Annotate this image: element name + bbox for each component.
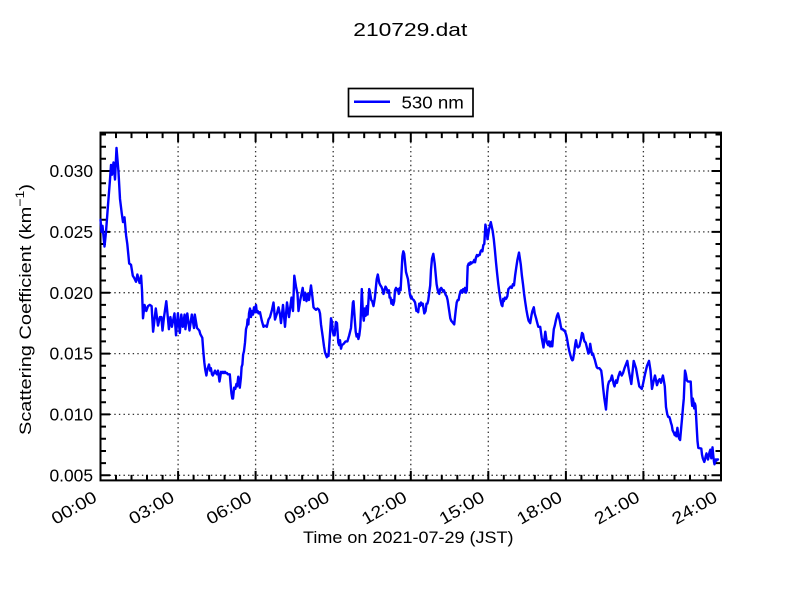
svg-text:0.005: 0.005 [49,465,93,485]
svg-text:0.020: 0.020 [49,283,93,303]
svg-text:530 nm: 530 nm [402,93,464,113]
svg-text:Scattering Coefficient (km−1): Scattering Coefficient (km−1) [13,184,35,435]
svg-text:0.015: 0.015 [49,344,93,364]
svg-text:Time on 2021-07-29 (JST): Time on 2021-07-29 (JST) [303,528,514,547]
svg-text:210729.dat: 210729.dat [353,19,467,40]
svg-text:0.010: 0.010 [49,405,93,425]
svg-text:0.030: 0.030 [49,161,93,181]
svg-text:0.025: 0.025 [49,222,93,242]
